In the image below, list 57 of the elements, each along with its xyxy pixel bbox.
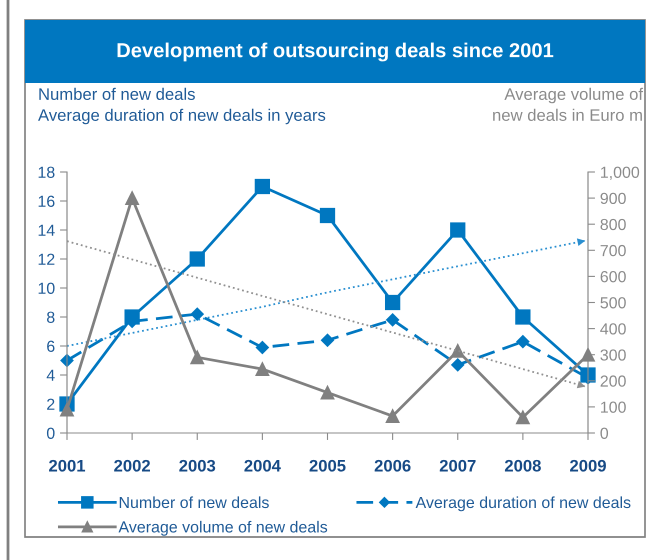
legend-label: Average duration of new deals	[416, 496, 630, 512]
point	[60, 402, 74, 416]
point	[320, 386, 334, 400]
y2-tick-label: 700	[600, 244, 626, 256]
y-tick-label: 18	[38, 166, 54, 178]
point	[255, 362, 270, 376]
chart-title: Development of outsourcing deals since 2001	[118, 42, 554, 62]
y2-tick-label: 100	[601, 402, 626, 413]
point	[450, 344, 465, 358]
y-tick-label: 12	[38, 254, 54, 265]
point	[581, 348, 595, 362]
point	[451, 358, 464, 372]
x-tick-label: 2001	[49, 460, 86, 472]
x-tick-label: 2009	[570, 460, 606, 472]
point	[125, 191, 140, 206]
y-tick-label: 6	[47, 340, 54, 352]
y2-tick-label: 800	[600, 218, 626, 230]
point	[256, 340, 269, 354]
y-tick-label: 4	[46, 370, 55, 381]
point	[384, 294, 400, 310]
y-tick-label: 14	[38, 224, 55, 236]
y-tick-label: 8	[47, 312, 54, 323]
point	[320, 334, 334, 347]
y2-tick-label: 1,000	[601, 166, 640, 180]
y2-tick-label: 500	[600, 297, 626, 308]
point	[254, 178, 270, 194]
y-tick-label: 10	[38, 282, 55, 294]
point	[190, 350, 204, 364]
legend-label: Average volume of new deals	[118, 520, 328, 536]
y2-tick-label: 300	[600, 349, 626, 361]
x-tick-label: 2008	[504, 460, 541, 472]
x-tick-label: 2004	[244, 460, 281, 472]
legend-label: Number of new deals	[120, 496, 269, 508]
y2-tick-label: 200	[600, 375, 626, 387]
point	[450, 222, 466, 238]
y2-tick-label: 900	[600, 192, 626, 204]
point	[386, 409, 400, 423]
point	[386, 313, 400, 326]
y-axis-title: Number of new deals Average duration of new deals in years	[38, 88, 326, 124]
point	[320, 208, 336, 224]
y2-tick-label: 0	[600, 428, 608, 439]
x-tick-label: 2007	[440, 460, 476, 472]
y-tick-label: 0	[46, 428, 55, 439]
x-tick-label: 2003	[179, 460, 216, 472]
x-tick-label: 2005	[310, 460, 346, 472]
point	[516, 410, 530, 424]
y2-tick-label: 400	[600, 323, 626, 335]
y2-tick-label: 600	[600, 271, 626, 282]
point	[515, 309, 531, 325]
y-tick-label: 16	[38, 196, 54, 207]
point	[516, 335, 530, 348]
x-tick-label: 2002	[114, 460, 150, 472]
y-tick-label: 2	[47, 398, 54, 410]
point	[190, 308, 204, 321]
x-tick-label: 2006	[374, 460, 411, 472]
y2-axis-title: Average volume of new deals in Euro m	[493, 88, 644, 121]
point	[190, 251, 205, 267]
